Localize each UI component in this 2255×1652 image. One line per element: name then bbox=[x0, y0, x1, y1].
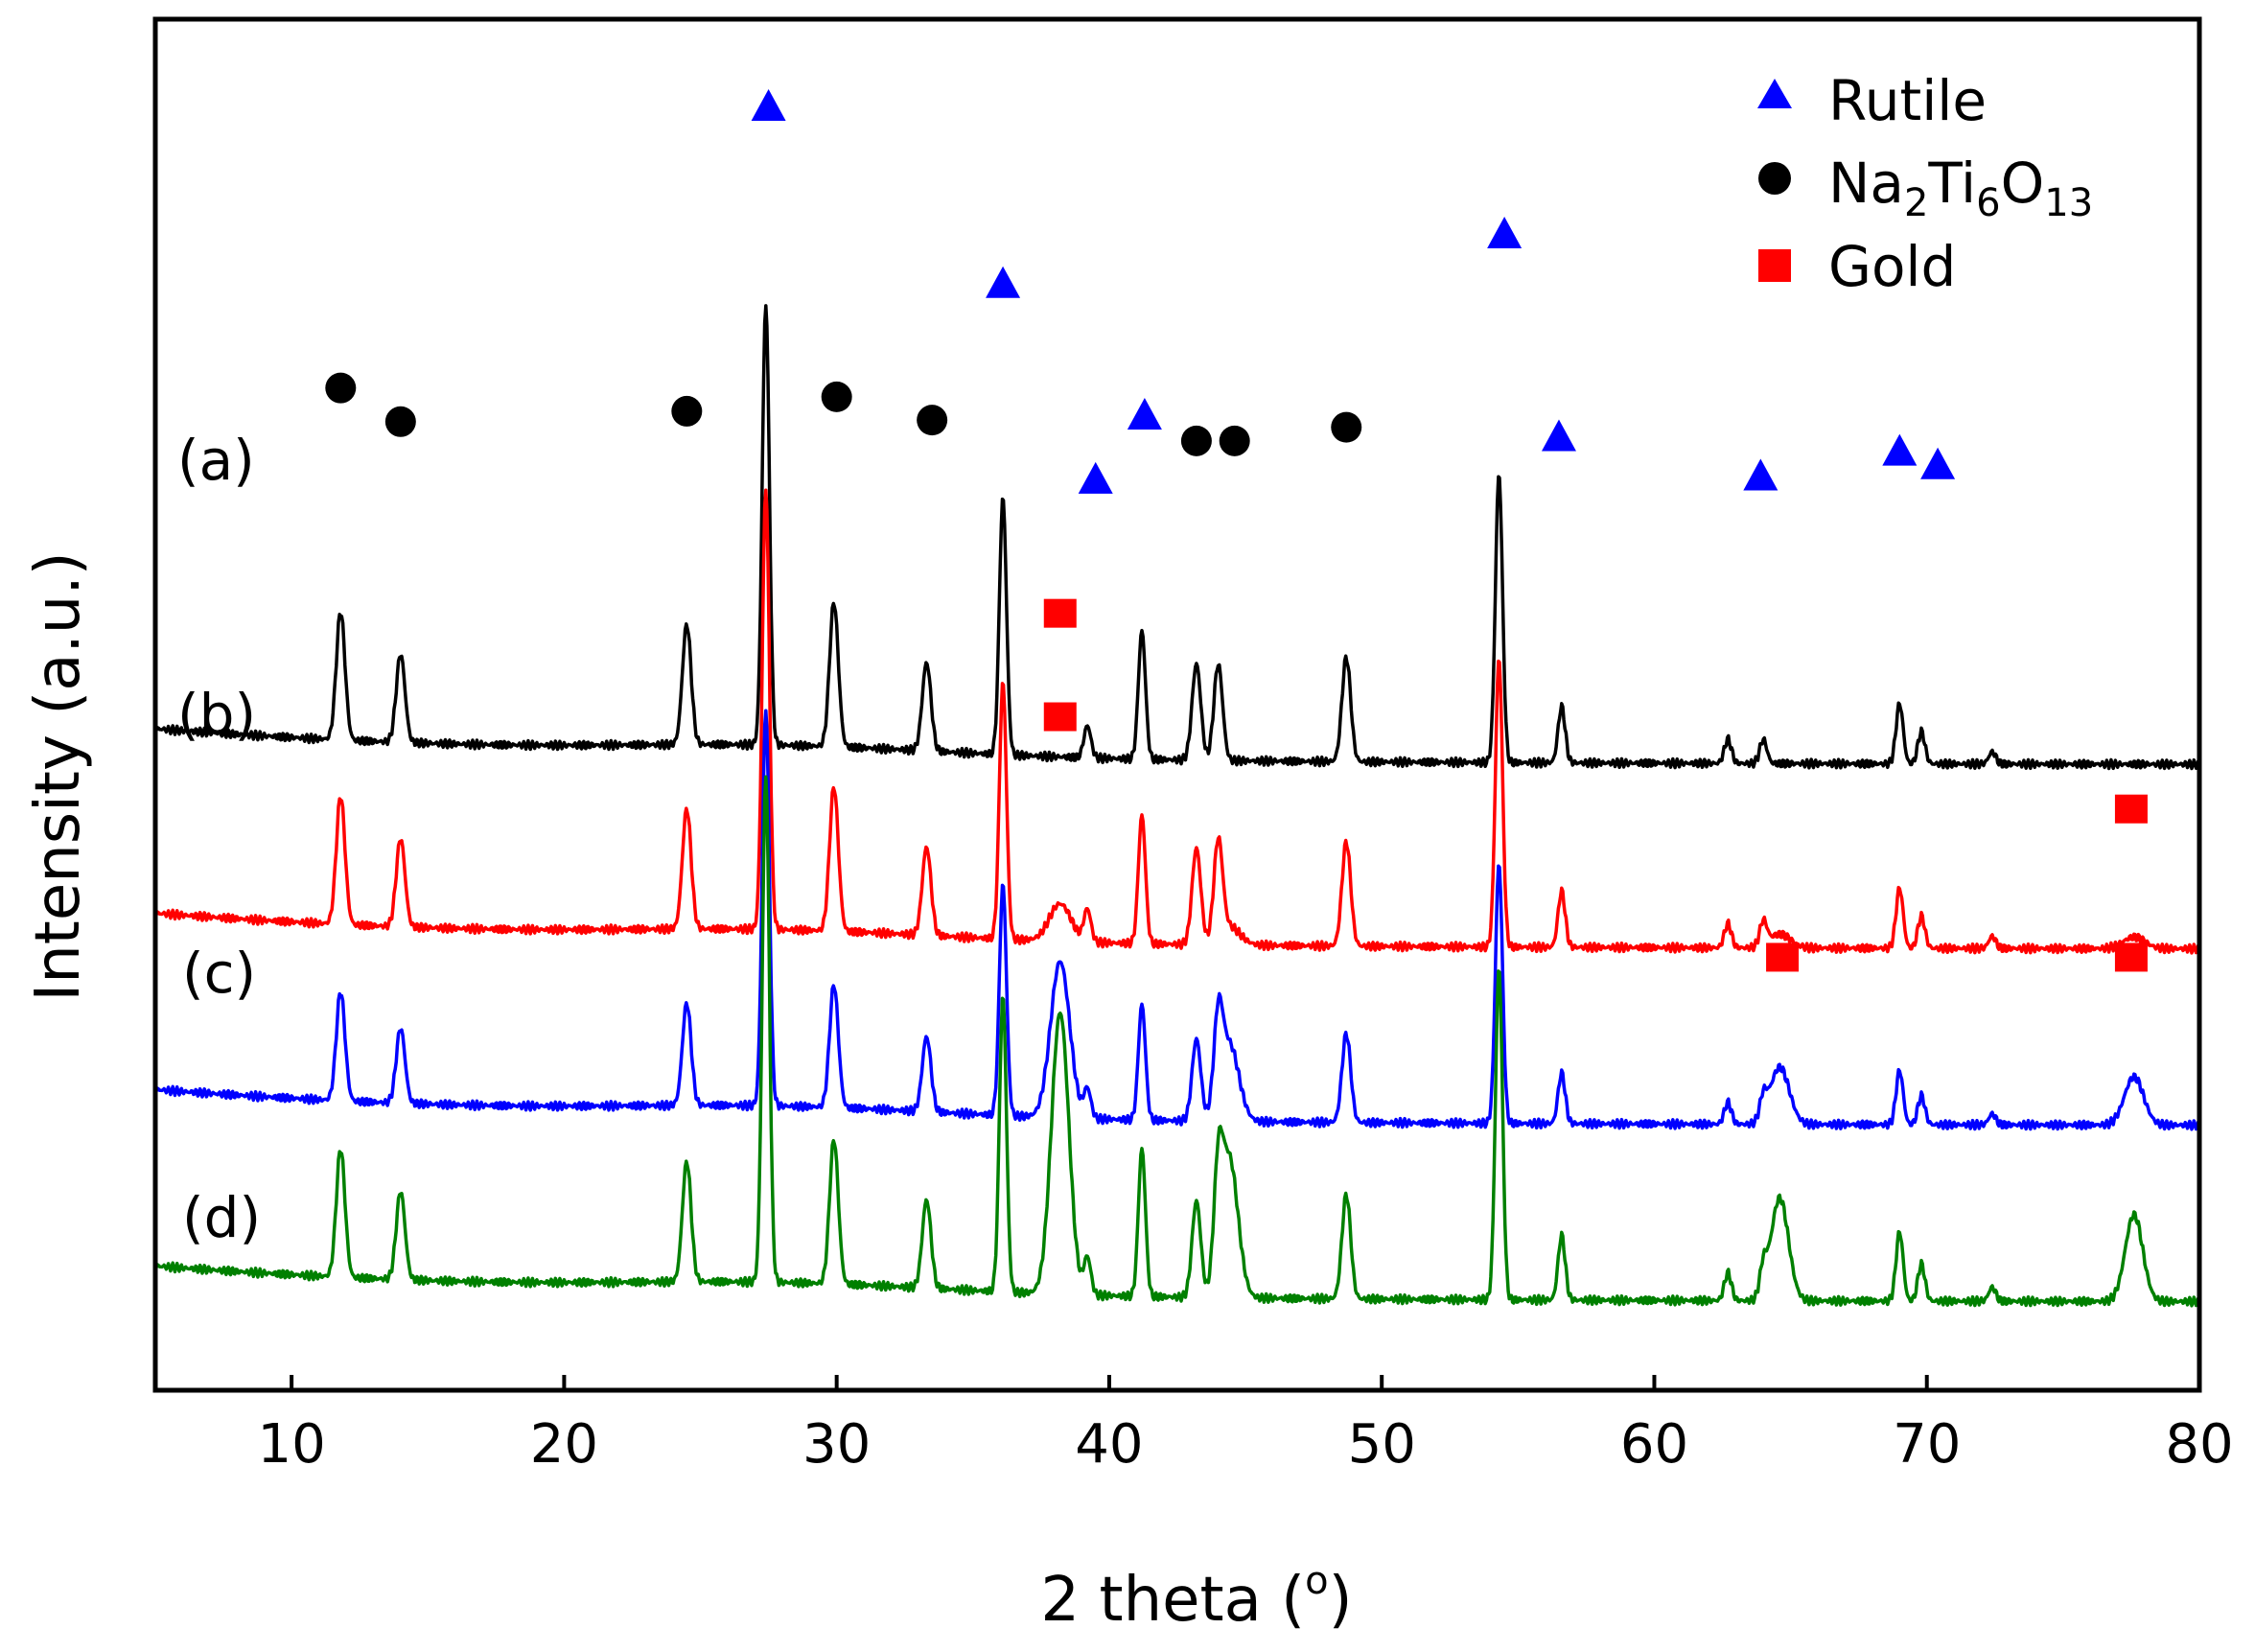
legend-na2ti6o13-label: Na2Ti6O13 bbox=[1828, 151, 2093, 225]
series-line-b bbox=[153, 488, 2201, 955]
curve-label-a: (a) bbox=[177, 428, 255, 493]
series-line-a bbox=[153, 304, 2201, 771]
na2ti6o13-peak-marker bbox=[1219, 425, 1250, 456]
curve-labels: (a) (b) (c) (d) bbox=[177, 428, 261, 1250]
rutile-peak-marker bbox=[1487, 216, 1523, 248]
legend-gold-marker bbox=[1758, 249, 1791, 282]
series-line-c bbox=[153, 709, 2201, 1131]
x-axis-title: 2 theta (o) bbox=[1040, 1559, 1352, 1636]
legend: Rutile Na2Ti6O13 Gold bbox=[1757, 68, 2093, 299]
x-tick-label: 10 bbox=[258, 1413, 326, 1476]
legend-rutile-label: Rutile bbox=[1828, 68, 1987, 133]
rutile-peak-marker bbox=[1920, 447, 1956, 479]
curve-label-d: (d) bbox=[182, 1185, 261, 1250]
na2ti6o13-peak-marker bbox=[821, 381, 852, 412]
diffraction-curves bbox=[153, 304, 2201, 1308]
na2ti6o13-peak-marker bbox=[917, 405, 948, 436]
x-tick-label: 40 bbox=[1075, 1413, 1143, 1476]
na2ti6o13-peak-marker bbox=[1331, 411, 1362, 443]
x-tick-label: 80 bbox=[2165, 1413, 2233, 1476]
gold-peak-marker bbox=[2114, 942, 2148, 972]
na2ti6o13-peak-marker bbox=[1180, 425, 1212, 456]
legend-na2ti6o13-marker bbox=[1758, 162, 1791, 195]
y-axis-title: Intensity (a.u.) bbox=[23, 551, 94, 1001]
na2ti6o13-peak-marker bbox=[384, 406, 416, 437]
legend-gold-label: Gold bbox=[1828, 234, 1956, 299]
na2ti6o13-peak-marker bbox=[325, 372, 357, 404]
peak-markers bbox=[325, 88, 2148, 972]
x-axis-ticks: 10 20 30 40 50 60 70 80 bbox=[258, 1375, 2234, 1476]
x-tick-label: 50 bbox=[1348, 1413, 1416, 1476]
rutile-peak-marker bbox=[1078, 461, 1113, 494]
gold-peak-marker bbox=[1043, 598, 1077, 628]
x-tick-label: 30 bbox=[802, 1413, 871, 1476]
legend-rutile-marker bbox=[1757, 79, 1792, 108]
gold-peak-marker bbox=[1043, 702, 1077, 732]
rutile-peak-marker bbox=[1541, 419, 1576, 452]
rutile-peak-marker bbox=[1882, 433, 1918, 466]
rutile-peak-marker bbox=[1743, 458, 1778, 491]
x-tick-label: 20 bbox=[530, 1413, 598, 1476]
x-tick-label: 60 bbox=[1620, 1413, 1688, 1476]
curve-label-c: (c) bbox=[182, 941, 256, 1006]
rutile-peak-marker bbox=[986, 266, 1021, 298]
x-tick-label: 70 bbox=[1893, 1413, 1961, 1476]
rutile-peak-marker bbox=[751, 88, 786, 121]
gold-peak-marker bbox=[2114, 794, 2148, 824]
rutile-peak-marker bbox=[1127, 397, 1162, 430]
na2ti6o13-peak-marker bbox=[671, 395, 703, 427]
gold-peak-marker bbox=[1766, 942, 1800, 972]
series-line-d bbox=[153, 775, 2201, 1308]
plot-frame bbox=[152, 16, 2202, 1393]
curve-label-b: (b) bbox=[177, 682, 256, 747]
